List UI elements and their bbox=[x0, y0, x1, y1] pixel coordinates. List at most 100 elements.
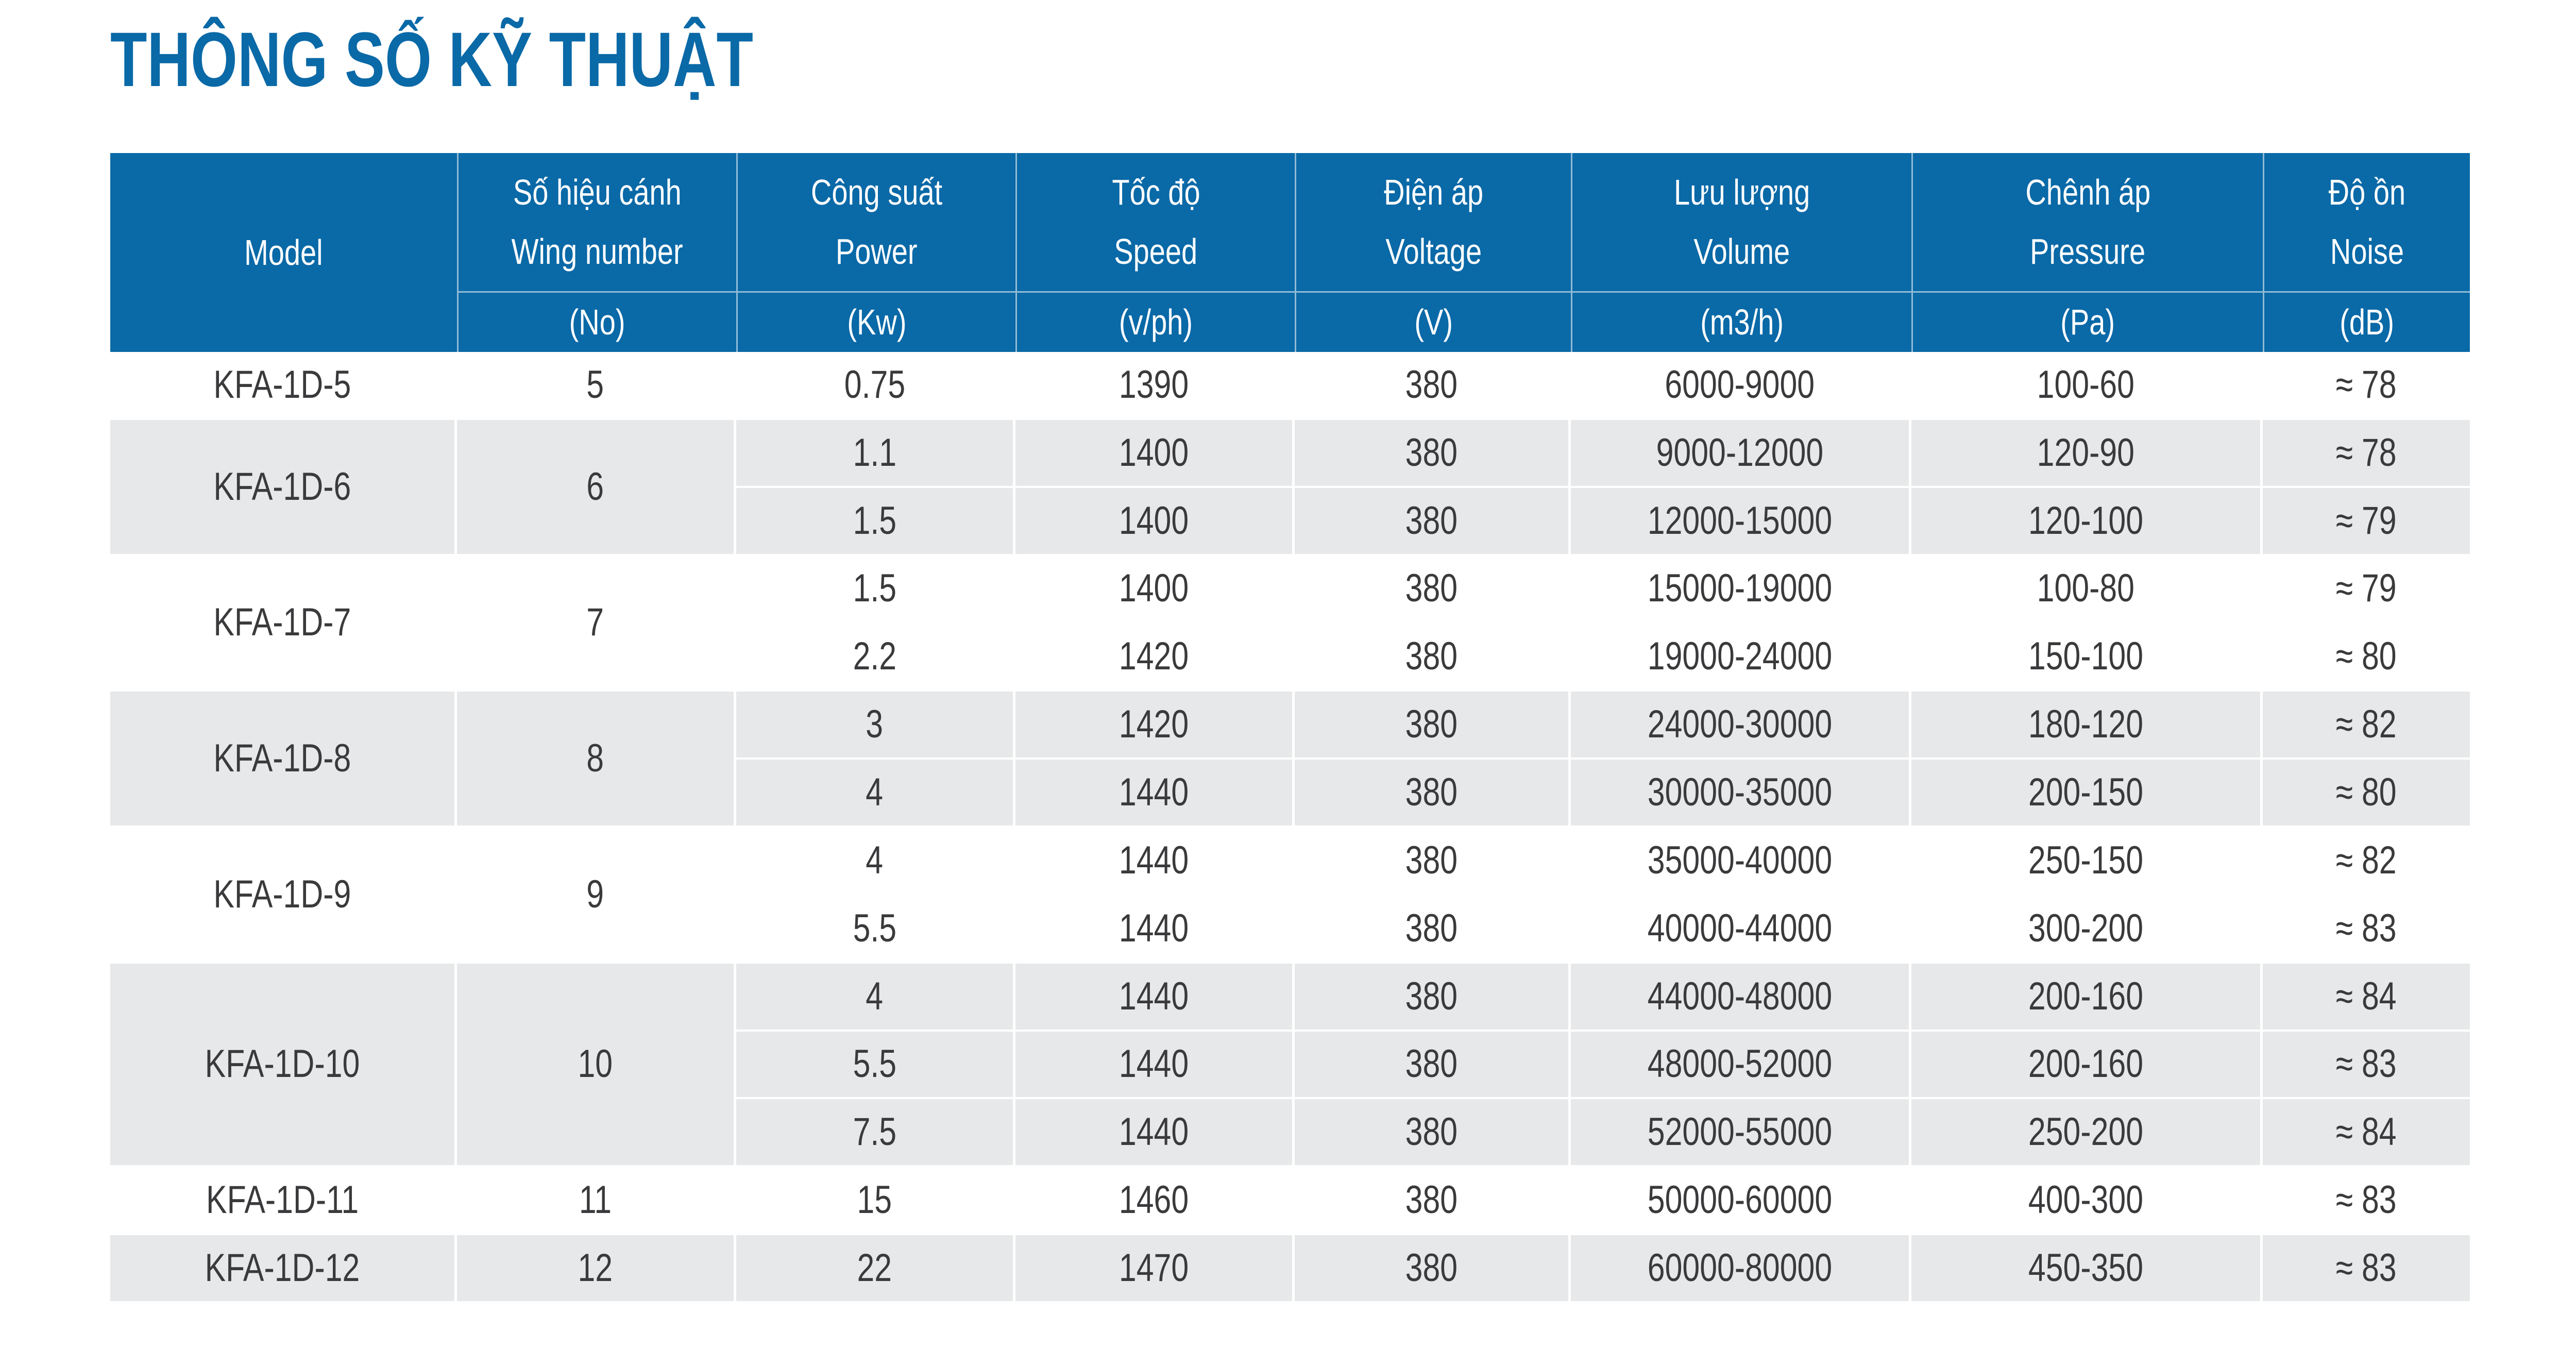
power-cell: 4 bbox=[736, 963, 1013, 1030]
wing-number-cell-value: 12 bbox=[578, 1246, 613, 1290]
power-cell-value: 4 bbox=[866, 838, 884, 882]
speed-cell: 1440 bbox=[1015, 827, 1292, 894]
model-cell: KFA-1D-12 bbox=[110, 1235, 454, 1301]
power-cell-value: 4 bbox=[866, 974, 884, 1018]
speed-cell-value: 1400 bbox=[1118, 430, 1189, 475]
pressure-cell-value: 120-90 bbox=[2037, 430, 2135, 475]
speed-cell-value: 1400 bbox=[1118, 566, 1189, 611]
volume-cell: 40000-44000 bbox=[1571, 895, 1909, 962]
wing-number-cell: 8 bbox=[457, 692, 734, 825]
speed-cell: 1440 bbox=[1015, 1031, 1292, 1098]
volume-cell-value: 40000-44000 bbox=[1647, 906, 1833, 950]
speed-cell: 1420 bbox=[1015, 692, 1292, 758]
volume-cell-value: 30000-35000 bbox=[1647, 770, 1833, 815]
model-cell: KFA-1D-6 bbox=[110, 419, 454, 554]
wing-number-cell: 12 bbox=[457, 1235, 734, 1301]
power-cell-value: 1.5 bbox=[853, 498, 896, 543]
noise-cell-value: ≈ 79 bbox=[2336, 566, 2397, 611]
power-cell: 7.5 bbox=[736, 1099, 1013, 1166]
speed-cell-value: 1440 bbox=[1118, 838, 1189, 882]
volume-cell: 35000-40000 bbox=[1571, 827, 1909, 894]
model-cell: KFA-1D-11 bbox=[110, 1167, 454, 1234]
pressure-cell-value: 300-200 bbox=[2028, 906, 2144, 950]
header-label-vi: Chênh áp bbox=[2025, 172, 2150, 212]
noise-cell-value: ≈ 84 bbox=[2336, 974, 2397, 1018]
voltage-cell-value: 380 bbox=[1405, 702, 1458, 747]
power-cell-value: 5.5 bbox=[853, 906, 896, 950]
header-col-voltage: Điện áp Voltage (V) bbox=[1295, 153, 1571, 352]
pressure-cell: 120-100 bbox=[1911, 487, 2260, 554]
header-unit-power: (Kw) bbox=[738, 291, 1015, 352]
voltage-cell-value: 380 bbox=[1405, 430, 1458, 475]
header-unit-speed: (v/ph) bbox=[1017, 291, 1295, 352]
power-cell: 15 bbox=[736, 1167, 1013, 1234]
noise-cell: ≈ 83 bbox=[2263, 1031, 2470, 1098]
header-labels-pressure: Chênh áp Pressure bbox=[1913, 153, 2263, 291]
model-cell-value: KFA-1D-12 bbox=[205, 1246, 360, 1290]
noise-cell-value: ≈ 80 bbox=[2336, 770, 2397, 815]
model-cell: KFA-1D-7 bbox=[110, 555, 454, 690]
noise-cell-value: ≈ 79 bbox=[2336, 498, 2397, 543]
noise-cell: ≈ 82 bbox=[2263, 692, 2470, 758]
voltage-cell: 380 bbox=[1295, 1235, 1568, 1301]
table-header-row: Model Số hiệu cánh Wing number (No) Công su… bbox=[110, 153, 2470, 352]
header-labels-noise: Độ ồn Noise bbox=[2264, 153, 2470, 291]
voltage-cell-value: 380 bbox=[1405, 1246, 1458, 1290]
noise-cell-value: ≈ 84 bbox=[2336, 1110, 2397, 1154]
header-model: Model bbox=[110, 153, 457, 352]
noise-cell-value: ≈ 83 bbox=[2336, 906, 2397, 950]
header-label-vi: Lưu lượng bbox=[1673, 172, 1810, 212]
voltage-cell-value: 380 bbox=[1405, 770, 1458, 815]
volume-cell-value: 50000-60000 bbox=[1647, 1178, 1833, 1222]
voltage-cell-value: 380 bbox=[1405, 566, 1458, 611]
model-cell-value: KFA-1D-5 bbox=[213, 362, 351, 407]
noise-cell-value: ≈ 78 bbox=[2336, 362, 2397, 407]
power-cell-value: 2.2 bbox=[853, 634, 896, 679]
volume-cell-value: 9000-12000 bbox=[1656, 430, 1824, 475]
header-unit-label: (No) bbox=[569, 302, 625, 342]
noise-cell: ≈ 79 bbox=[2263, 487, 2470, 554]
pressure-cell: 100-60 bbox=[1911, 352, 2260, 418]
model-cell: KFA-1D-9 bbox=[110, 827, 454, 962]
model-cell-value: KFA-1D-9 bbox=[213, 872, 351, 916]
power-cell-value: 1.1 bbox=[853, 430, 896, 475]
model-cell-value: KFA-1D-11 bbox=[206, 1178, 359, 1222]
volume-cell-value: 35000-40000 bbox=[1647, 838, 1833, 882]
model-cell: KFA-1D-8 bbox=[110, 692, 454, 825]
header-label-en: Power bbox=[836, 231, 918, 272]
speed-cell-value: 1390 bbox=[1118, 362, 1189, 407]
voltage-cell: 380 bbox=[1295, 1031, 1568, 1098]
model-cell: KFA-1D-5 bbox=[110, 352, 454, 418]
speed-cell-value: 1460 bbox=[1118, 1178, 1189, 1222]
volume-cell: 15000-19000 bbox=[1571, 555, 1909, 622]
power-cell: 4 bbox=[736, 760, 1013, 825]
speed-cell: 1470 bbox=[1015, 1235, 1292, 1301]
speed-cell-value: 1440 bbox=[1118, 974, 1189, 1018]
power-cell: 2.2 bbox=[736, 624, 1013, 690]
speed-cell-value: 1440 bbox=[1118, 1042, 1189, 1086]
volume-cell: 6000-9000 bbox=[1571, 352, 1909, 418]
volume-cell-value: 6000-9000 bbox=[1665, 362, 1815, 407]
pressure-cell-value: 120-100 bbox=[2028, 498, 2144, 543]
wing-number-cell-value: 6 bbox=[586, 464, 604, 509]
noise-cell: ≈ 83 bbox=[2263, 1167, 2470, 1234]
power-cell: 1.5 bbox=[736, 555, 1013, 622]
power-cell-value: 22 bbox=[857, 1246, 892, 1290]
wing-number-cell: 10 bbox=[457, 963, 734, 1166]
power-cell-value: 1.5 bbox=[853, 566, 896, 611]
power-cell: 4 bbox=[736, 827, 1013, 894]
power-cell-value: 7.5 bbox=[853, 1110, 896, 1154]
voltage-cell-value: 380 bbox=[1405, 838, 1458, 882]
speed-cell: 1460 bbox=[1015, 1167, 1292, 1234]
volume-cell-value: 60000-80000 bbox=[1647, 1246, 1833, 1290]
model-cell-value: KFA-1D-8 bbox=[213, 736, 351, 781]
power-cell: 5.5 bbox=[736, 895, 1013, 962]
pressure-cell: 200-160 bbox=[1911, 963, 2260, 1030]
voltage-cell: 380 bbox=[1295, 555, 1568, 622]
pressure-cell: 250-150 bbox=[1911, 827, 2260, 894]
pressure-cell: 180-120 bbox=[1911, 692, 2260, 758]
voltage-cell: 380 bbox=[1295, 1167, 1568, 1234]
header-label-vi: Công suất bbox=[810, 172, 943, 212]
volume-cell-value: 24000-30000 bbox=[1647, 702, 1833, 747]
speed-cell: 1400 bbox=[1015, 555, 1292, 622]
